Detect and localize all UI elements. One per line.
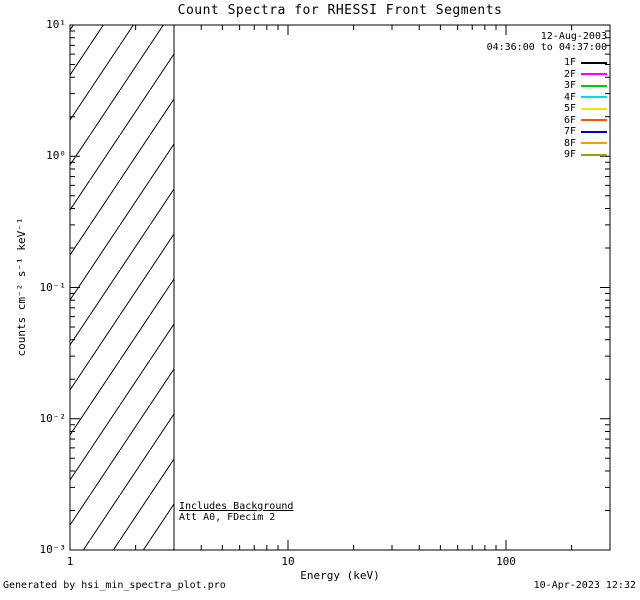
legend-line <box>581 61 607 64</box>
legend-entry-4f: 4F <box>487 92 607 104</box>
legend-line <box>581 96 607 99</box>
hatched-region <box>70 25 175 550</box>
legend-line <box>581 107 607 110</box>
chart-title: Count Spectra for RHESSI Front Segments <box>177 3 503 18</box>
legend-entry-5f: 5F <box>487 103 607 115</box>
legend-label: 6F <box>563 114 576 126</box>
legend-line <box>581 142 607 145</box>
legend: 12-Aug-2003 04:36:00 to 04:37:00 1F 2F 3F 4… <box>487 31 607 161</box>
legend-line <box>581 130 607 133</box>
x-tick-label-10: 10 <box>281 555 295 568</box>
legend-entry-9f: 9F <box>487 149 607 161</box>
annotation-attenuator-state: Att A0, FDecim 2 <box>179 512 276 523</box>
x-axis-label: Energy (keV) <box>300 569 380 582</box>
y-tick-label-1e0: 10⁰ <box>46 149 66 162</box>
legend-label: 5F <box>563 103 576 115</box>
plot-border <box>69 24 611 551</box>
y-tick-label-1e1: 10¹ <box>46 18 66 31</box>
y-tick-label-1e-3: 10⁻³ <box>39 543 67 556</box>
legend-label: 3F <box>563 80 576 92</box>
legend-label: 8F <box>563 137 576 149</box>
legend-entry-7f: 7F <box>487 126 607 138</box>
legend-date: 12-Aug-2003 <box>540 31 607 42</box>
legend-line <box>581 119 607 122</box>
legend-label: 7F <box>563 126 576 138</box>
footer-timestamp: 10-Apr-2023 12:32 <box>533 580 636 591</box>
legend-entry-2f: 2F <box>487 69 607 81</box>
x-tick-label-1: 1 <box>66 555 74 568</box>
legend-entry-3f: 3F <box>487 80 607 92</box>
legend-time-range: 04:36:00 to 04:37:00 <box>486 42 607 53</box>
y-axis-label: counts cm⁻² s⁻¹ keV⁻¹ <box>15 217 28 357</box>
legend-line <box>581 73 607 76</box>
legend-label: 2F <box>563 68 576 80</box>
x-tick-label-100: 100 <box>496 555 516 568</box>
legend-entry-1f: 1F <box>487 57 607 69</box>
y-tick-label-1e-1: 10⁻¹ <box>39 281 67 294</box>
legend-entry-8f: 8F <box>487 138 607 150</box>
legend-line <box>581 84 607 87</box>
legend-label: 4F <box>563 91 576 103</box>
legend-entry-6f: 6F <box>487 115 607 127</box>
legend-label: 1F <box>563 57 576 69</box>
annotation-includes-background: Includes Background <box>179 501 294 512</box>
legend-label: 9F <box>563 149 576 161</box>
footer-generator: Generated by hsi_min_spectra_plot.pro <box>3 580 226 591</box>
y-tick-label-1e-2: 10⁻² <box>39 412 67 425</box>
legend-line <box>581 153 607 156</box>
legend-entries: 1F 2F 3F 4F 5F 6F 7F 8F 9F <box>487 57 607 161</box>
